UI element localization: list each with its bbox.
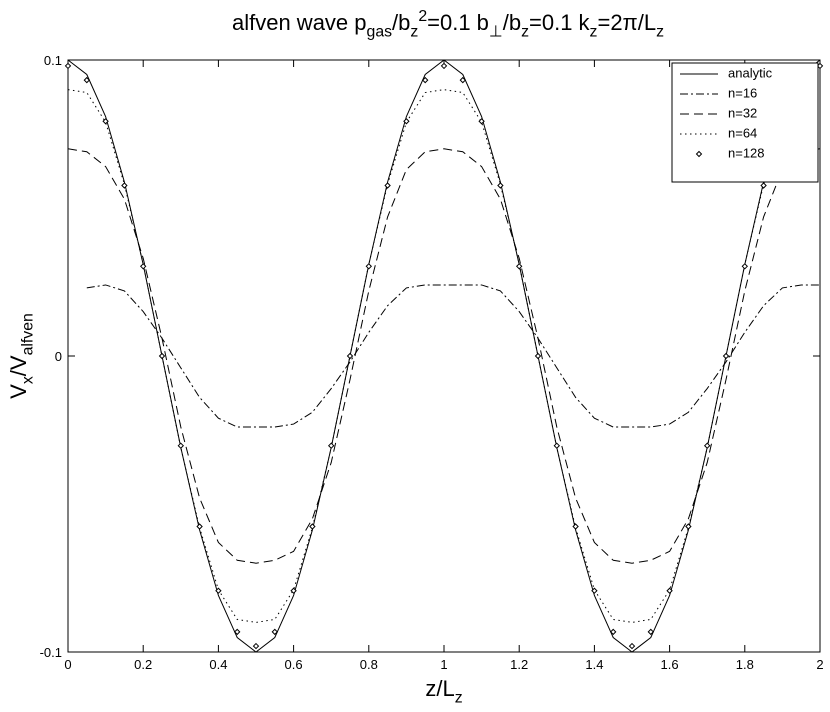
- x-tick-label: 2: [816, 657, 823, 672]
- legend-label: n=16: [728, 85, 757, 100]
- data-point: [139, 263, 147, 270]
- text-run: z: [455, 690, 463, 707]
- text-run: /b: [392, 10, 410, 35]
- text-run: z: [656, 24, 664, 41]
- data-point: [440, 62, 448, 70]
- y-axis-label: Vx/Valfven: [6, 313, 37, 399]
- data-point: [515, 263, 523, 270]
- series-line: [67, 89, 821, 623]
- data-point: [421, 76, 429, 84]
- text-run: 2: [418, 8, 427, 25]
- x-tick-label: 1.2: [510, 657, 528, 672]
- x-tick-label: 1.6: [661, 657, 679, 672]
- x-axis-label: z/Lz: [425, 676, 462, 707]
- data-point: [591, 587, 598, 594]
- data-point: [384, 182, 391, 189]
- data-point: [233, 628, 241, 636]
- data-point: [628, 642, 636, 650]
- text-run: z: [590, 24, 598, 41]
- x-tick-label: 0.6: [285, 657, 303, 672]
- y-tick-label: -0.1: [40, 645, 62, 660]
- data-point: [365, 263, 373, 270]
- text-run: alfven: [20, 313, 37, 355]
- x-tick-label: 0.2: [134, 657, 152, 672]
- data-point: [158, 352, 166, 360]
- data-point: [177, 442, 185, 449]
- legend-marker: [695, 150, 703, 158]
- data-point: [346, 352, 354, 360]
- data-point: [83, 76, 91, 84]
- data-point: [327, 442, 335, 449]
- y-tick-label: 0: [55, 349, 62, 364]
- x-tick-label: 1.4: [585, 657, 603, 672]
- data-point: [309, 523, 316, 530]
- text-run: ⊥: [489, 24, 503, 41]
- data-point: [553, 442, 561, 449]
- data-point: [290, 587, 297, 594]
- y-tick-label: 0.1: [44, 53, 62, 68]
- data-point: [215, 587, 222, 594]
- legend-label: n=128: [728, 145, 765, 160]
- data-point: [459, 76, 467, 84]
- series-line: [86, 284, 820, 428]
- data-point: [741, 263, 749, 270]
- text-run: z: [521, 24, 529, 41]
- text-run: =2π/L: [597, 10, 656, 35]
- legend-label: n=64: [728, 125, 757, 140]
- data-point: [647, 628, 655, 636]
- text-run: alfven wave p: [232, 10, 367, 35]
- data-point: [666, 587, 673, 594]
- text-run: /b: [503, 10, 521, 35]
- chart-title: alfven wave pgas/bz2=0.1 b⊥/bz=0.1 kz=2π…: [232, 8, 664, 40]
- x-tick-label: 0.8: [360, 657, 378, 672]
- x-tick-label: 1: [440, 657, 447, 672]
- data-point: [760, 182, 767, 189]
- data-point: [252, 642, 260, 650]
- text-run: =0.1 k: [529, 10, 591, 35]
- legend-label: n=32: [728, 105, 757, 120]
- text-run: z: [410, 24, 418, 41]
- data-point: [703, 442, 711, 449]
- data-point: [722, 352, 730, 360]
- x-tick-label: 1.8: [736, 657, 754, 672]
- x-tick-label: 0: [64, 657, 71, 672]
- x-tick-label: 0.4: [209, 657, 227, 672]
- text-run: x: [20, 376, 37, 384]
- text-run: /V: [6, 355, 31, 376]
- data-point: [685, 523, 692, 530]
- data-point: [121, 182, 128, 189]
- data-point: [64, 62, 72, 70]
- data-point: [102, 118, 109, 125]
- data-point: [196, 523, 203, 530]
- data-point: [497, 182, 504, 189]
- text-run: gas: [367, 24, 393, 41]
- legend-box: [671, 62, 819, 183]
- data-point: [403, 118, 410, 125]
- data-point: [572, 523, 579, 530]
- data-point: [271, 628, 279, 636]
- data-point: [609, 628, 617, 636]
- series-line: [67, 148, 821, 564]
- series-line: [67, 59, 821, 653]
- text-run: z/L: [425, 676, 454, 701]
- legend: analytic n=16 n=32 n=64 n=128: [671, 62, 819, 183]
- data-point: [478, 118, 485, 125]
- legend-label: analytic: [728, 65, 773, 80]
- text-run: =0.1 b: [427, 10, 489, 35]
- data-point: [534, 352, 542, 360]
- text-run: V: [6, 384, 31, 399]
